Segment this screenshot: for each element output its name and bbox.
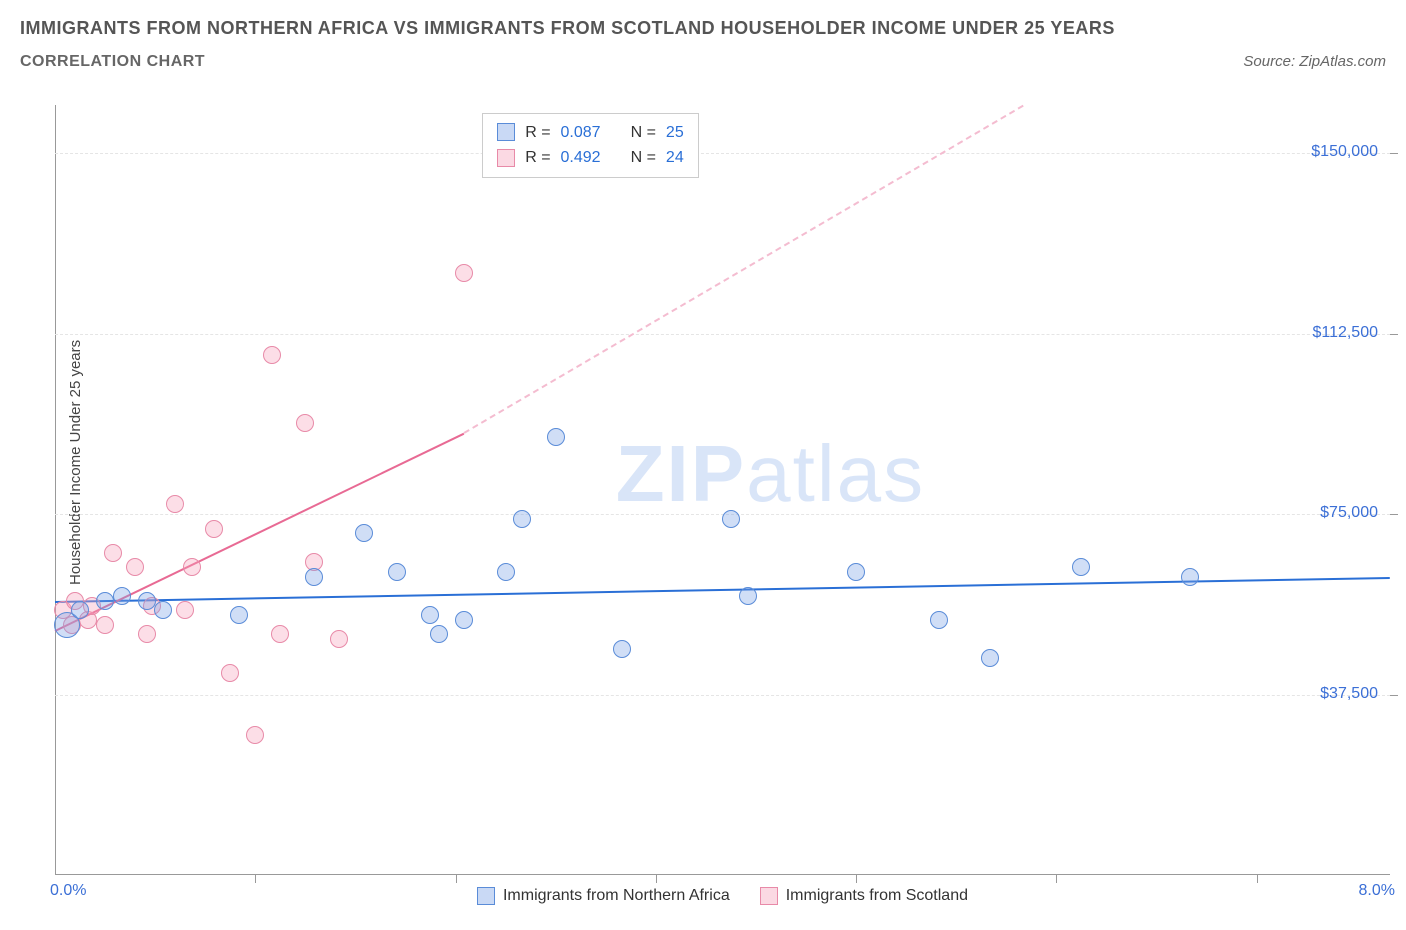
legend-label-blue: Immigrants from Northern Africa [503, 887, 730, 905]
scatter-point [430, 625, 448, 643]
scatter-point [176, 601, 194, 619]
y-tick-mark [1390, 514, 1398, 515]
stats-swatch [497, 123, 515, 141]
watermark: ZIPatlas [616, 428, 925, 520]
scatter-point [183, 558, 201, 576]
x-tick-mark [856, 875, 857, 883]
scatter-point [981, 649, 999, 667]
watermark-bold: ZIP [616, 429, 746, 518]
y-tick-mark [1390, 153, 1398, 154]
legend-swatch-blue [477, 887, 495, 905]
legend-label-pink: Immigrants from Scotland [786, 887, 968, 905]
scatter-point [126, 558, 144, 576]
chart-area: Householder Income Under 25 years $37,50… [55, 105, 1390, 875]
gridline [55, 695, 1390, 696]
stats-n-label: N = [631, 120, 656, 146]
y-tick-label: $112,500 [1312, 324, 1378, 342]
stats-swatch [497, 149, 515, 167]
legend-swatch-pink [760, 887, 778, 905]
scatter-point [263, 346, 281, 364]
scatter-point [138, 625, 156, 643]
scatter-point [388, 563, 406, 581]
scatter-point [455, 611, 473, 629]
chart-subtitle: CORRELATION CHART [20, 53, 205, 71]
legend-item-blue: Immigrants from Northern Africa [477, 887, 730, 905]
source-citation: Source: ZipAtlas.com [1243, 53, 1386, 70]
stats-row: R = 0.087 N = 25 [497, 120, 684, 146]
legend: Immigrants from Northern Africa Immigran… [55, 887, 1390, 905]
chart-header: IMMIGRANTS FROM NORTHERN AFRICA VS IMMIG… [0, 0, 1406, 71]
scatter-point [113, 587, 131, 605]
stats-r-label: R = [525, 145, 550, 171]
scatter-point [96, 592, 114, 610]
stats-n-value: 25 [666, 120, 684, 146]
scatter-point [138, 592, 156, 610]
stats-r-label: R = [525, 120, 550, 146]
scatter-point [455, 264, 473, 282]
scatter-point [1181, 568, 1199, 586]
gridline [55, 334, 1390, 335]
y-axis-label: Householder Income Under 25 years [67, 340, 84, 585]
source-name: ZipAtlas.com [1299, 53, 1386, 70]
scatter-point [847, 563, 865, 581]
scatter-point [205, 520, 223, 538]
chart-title: IMMIGRANTS FROM NORTHERN AFRICA VS IMMIG… [20, 18, 1386, 39]
x-tick-mark [1056, 875, 1057, 883]
stats-n-value: 24 [666, 145, 684, 171]
x-tick-mark [456, 875, 457, 883]
scatter-point [296, 414, 314, 432]
scatter-point [547, 428, 565, 446]
stats-r-value: 0.492 [561, 145, 601, 171]
scatter-point [497, 563, 515, 581]
scatter-point [421, 606, 439, 624]
scatter-point [221, 664, 239, 682]
legend-item-pink: Immigrants from Scotland [760, 887, 968, 905]
scatter-point [104, 544, 122, 562]
gridline [55, 153, 1390, 154]
stats-row: R = 0.492 N = 24 [497, 145, 684, 171]
scatter-point [330, 630, 348, 648]
scatter-point [71, 601, 89, 619]
scatter-point [230, 606, 248, 624]
scatter-point [930, 611, 948, 629]
y-axis-line [55, 105, 56, 875]
scatter-point [271, 625, 289, 643]
y-tick-label: $75,000 [1320, 504, 1378, 522]
y-tick-mark [1390, 334, 1398, 335]
stats-r-value: 0.087 [561, 120, 601, 146]
scatter-point [96, 616, 114, 634]
scatter-point [613, 640, 631, 658]
x-tick-mark [255, 875, 256, 883]
source-prefix: Source: [1243, 53, 1299, 70]
scatter-point [513, 510, 531, 528]
x-tick-mark [656, 875, 657, 883]
y-tick-mark [1390, 695, 1398, 696]
scatter-point [154, 601, 172, 619]
subtitle-row: CORRELATION CHART Source: ZipAtlas.com [20, 53, 1386, 71]
scatter-point [739, 587, 757, 605]
scatter-point [1072, 558, 1090, 576]
x-tick-mark [1257, 875, 1258, 883]
correlation-stats-box: R = 0.087 N = 25 R = 0.492 N = 24 [482, 113, 699, 178]
scatter-point [246, 726, 264, 744]
y-tick-label: $150,000 [1311, 143, 1378, 161]
scatter-point [722, 510, 740, 528]
scatter-point [305, 568, 323, 586]
stats-n-label: N = [631, 145, 656, 171]
watermark-light: atlas [746, 429, 925, 518]
scatter-point [166, 495, 184, 513]
y-tick-label: $37,500 [1320, 685, 1378, 703]
scatter-point [355, 524, 373, 542]
